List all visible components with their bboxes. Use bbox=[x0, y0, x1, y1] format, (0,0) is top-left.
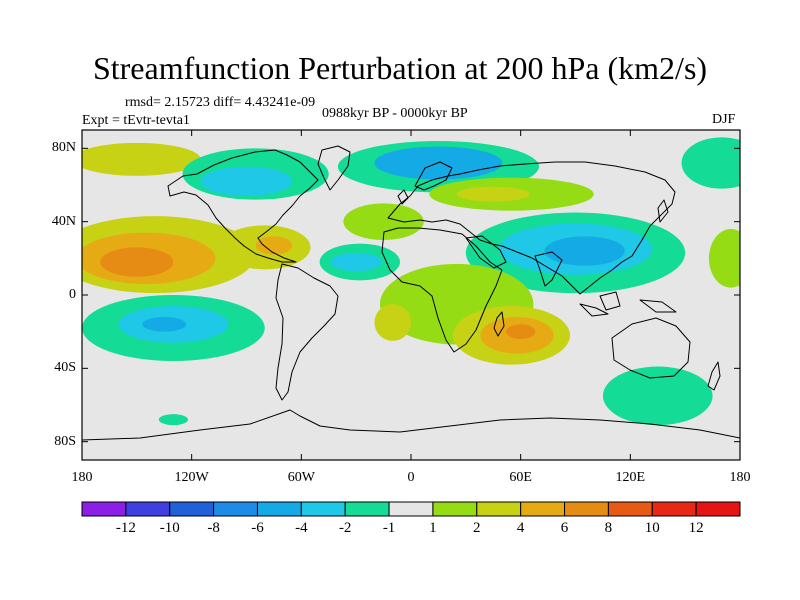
season-label: DJF bbox=[712, 112, 736, 127]
colorbar-label: -2 bbox=[338, 520, 352, 536]
anomaly-region bbox=[100, 247, 174, 277]
coastlines bbox=[82, 145, 740, 441]
colorbar-swatch bbox=[300, 501, 346, 517]
anomaly-region bbox=[506, 324, 536, 339]
colorbar-label: 8 bbox=[604, 520, 613, 536]
anomaly-region bbox=[708, 229, 740, 288]
x-tick-label: 120E bbox=[615, 470, 646, 485]
x-tick-label: 0 bbox=[407, 470, 415, 485]
colorbar-swatch bbox=[695, 501, 741, 517]
colorbar-label: -6 bbox=[251, 520, 264, 536]
colorbar-label: -8 bbox=[207, 520, 220, 536]
colorbar-label: 6 bbox=[560, 520, 569, 536]
anomaly-region bbox=[200, 166, 293, 196]
y-tick-label: 80N bbox=[51, 140, 76, 156]
anomaly-region bbox=[343, 203, 424, 241]
experiment-label: Expt = tEvtr-tevta1 bbox=[82, 113, 190, 128]
colorbar-swatch bbox=[520, 501, 566, 517]
map-title: Streamfunction Perturbation at 200 hPa (… bbox=[92, 50, 708, 86]
colorbar-label: 4 bbox=[516, 520, 525, 536]
anomaly-region bbox=[82, 142, 201, 176]
x-tick-label: 180 bbox=[729, 470, 751, 485]
x-tick-label: 180 bbox=[71, 470, 93, 485]
colorbar-label: 2 bbox=[473, 520, 481, 536]
colorbar-swatch bbox=[607, 501, 653, 517]
anomaly-region bbox=[374, 304, 411, 341]
anomaly-region bbox=[602, 366, 713, 426]
colorbar-swatch bbox=[432, 501, 478, 517]
y-tick-label: 0 bbox=[69, 287, 76, 302]
y-tick-label: 40S bbox=[54, 360, 76, 376]
x-tick-label: 120W bbox=[174, 470, 209, 485]
colorbar-swatch bbox=[344, 501, 390, 517]
anomaly-region bbox=[456, 186, 530, 202]
colorbar-label: -12 bbox=[115, 520, 136, 536]
period-label: 0988kyr BP - 0000kyr BP bbox=[322, 106, 468, 121]
anomaly-region bbox=[681, 137, 740, 189]
colorbar-label: -1 bbox=[382, 520, 396, 536]
map-ticks bbox=[81, 130, 741, 460]
x-tick-label: 60E bbox=[509, 470, 532, 485]
colorbar-swatch bbox=[213, 501, 258, 517]
colorbar-swatch bbox=[651, 501, 697, 517]
y-tick-label: 80S bbox=[54, 433, 76, 449]
colorbar-label: -4 bbox=[295, 520, 308, 536]
colorbar-label: 10 bbox=[644, 520, 660, 536]
colorbar-label: 12 bbox=[688, 520, 704, 536]
colorbar-swatch bbox=[81, 501, 127, 517]
anomaly-field bbox=[82, 137, 740, 426]
colorbar-label: -10 bbox=[159, 520, 180, 536]
colorbar-swatch bbox=[476, 501, 522, 517]
colorbar-swatch bbox=[125, 501, 171, 517]
anomaly-region bbox=[544, 236, 625, 266]
anomaly-region bbox=[330, 252, 382, 272]
anomaly-region bbox=[255, 236, 293, 255]
colorbar bbox=[81, 501, 741, 517]
stats-line: rmsd= 2.15723 diff= 4.43241e-09 bbox=[125, 95, 316, 110]
colorbar-label: 1 bbox=[429, 520, 437, 536]
colorbar-swatch bbox=[169, 501, 215, 517]
colorbar-swatch bbox=[564, 501, 609, 517]
y-tick-label: 40N bbox=[51, 213, 76, 229]
x-tick-label: 60W bbox=[287, 470, 315, 485]
colorbar-swatch bbox=[256, 501, 302, 517]
map-plot bbox=[81, 129, 741, 461]
anomaly-region bbox=[142, 317, 187, 332]
anomaly-region bbox=[158, 414, 189, 426]
colorbar-swatch bbox=[388, 501, 434, 517]
